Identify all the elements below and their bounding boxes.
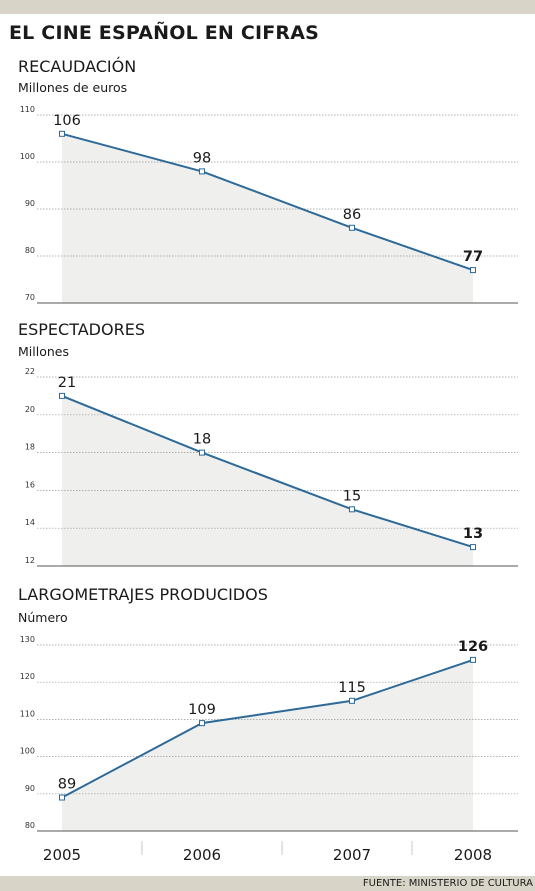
chart-3-point: [199, 720, 205, 727]
chart-3-data-label: 126: [458, 639, 488, 655]
chart-3-ytick-label: 120: [20, 672, 35, 681]
chart-3-point: [470, 656, 476, 663]
chart-1-data-label: 77: [463, 249, 483, 265]
chart-2-data-label: 21: [58, 375, 76, 391]
chart-3-ytick-label: 110: [20, 709, 35, 718]
chart-1-ytick-label: 110: [20, 105, 35, 114]
chart-1-data-label: 98: [193, 150, 211, 166]
chart-1-ytick-label: 80: [25, 246, 35, 255]
source-note: FUENTE: MINISTERIO DE CULTURA: [362, 878, 533, 889]
chart-2-ytick-label: 22: [25, 367, 35, 376]
chart-1-point: [349, 224, 355, 231]
chart-3-ytick-label: 130: [20, 635, 35, 644]
chart-3-series-line: [61, 658, 474, 799]
chart-3-title: LARGOMETRAJES PRODUCIDOS: [18, 585, 268, 604]
chart-2-ytick-label: 14: [25, 518, 35, 527]
page-title: EL CINE ESPAÑOL EN CIFRAS: [9, 22, 320, 44]
chart-3-data-label: 115: [338, 680, 366, 696]
chart-2-unit: Millones: [18, 344, 69, 359]
chart-2-point: [59, 392, 65, 399]
chart-2-point: [470, 544, 476, 551]
chart-2-ytick-label: 20: [25, 405, 35, 414]
chart-1-data-label: 106: [53, 113, 81, 129]
chart-2-ytick-label: 16: [25, 480, 35, 489]
chart-2-point: [349, 506, 355, 513]
chart-2-data-label: 18: [193, 432, 211, 448]
chart-3-data-label: 109: [188, 702, 216, 718]
chart-1-point: [59, 130, 65, 137]
bottom-band: [0, 876, 535, 891]
chart-3-xtick-label: 2007: [333, 846, 371, 864]
chart-2-data-label: 13: [463, 526, 483, 542]
chart-2-ytick-label: 12: [25, 556, 35, 565]
chart-2-ytick-label: 18: [25, 443, 35, 452]
chart-1-ytick-label: 90: [25, 199, 35, 208]
top-band: [0, 0, 535, 14]
chart-1-point: [199, 168, 205, 175]
chart-3-ytick-label: 80: [25, 821, 35, 830]
chart-1-series-line: [61, 132, 474, 272]
chart-1-data-label: 86: [343, 207, 361, 223]
chart-2-data-label: 15: [343, 488, 361, 504]
chart-3-data-label: 89: [58, 777, 76, 793]
chart-1-title: RECAUDACIÓN: [18, 57, 137, 76]
chart-3-area: [62, 659, 473, 831]
chart-2-title: ESPECTADORES: [18, 320, 145, 339]
chart-1-point: [470, 267, 476, 274]
chart-1-ytick-label: 100: [20, 152, 35, 161]
chart-1-ytick-label: 70: [25, 293, 35, 302]
chart-3-unit: Número: [18, 610, 68, 625]
chart-2-series-line: [61, 394, 474, 549]
chart-3-xtick-label: 2008: [454, 846, 492, 864]
chart-3-ytick-label: 100: [20, 747, 35, 756]
chart-3-xtick-label: 2005: [43, 846, 81, 864]
chart-3-ytick-label: 90: [25, 784, 35, 793]
chart-3-xtick-label: 2006: [183, 846, 221, 864]
chart-1-unit: Millones de euros: [18, 80, 128, 95]
chart-3-point: [349, 697, 355, 704]
chart-3-point: [59, 794, 65, 801]
chart-1-area: [62, 133, 473, 303]
chart-2-point: [199, 449, 205, 456]
